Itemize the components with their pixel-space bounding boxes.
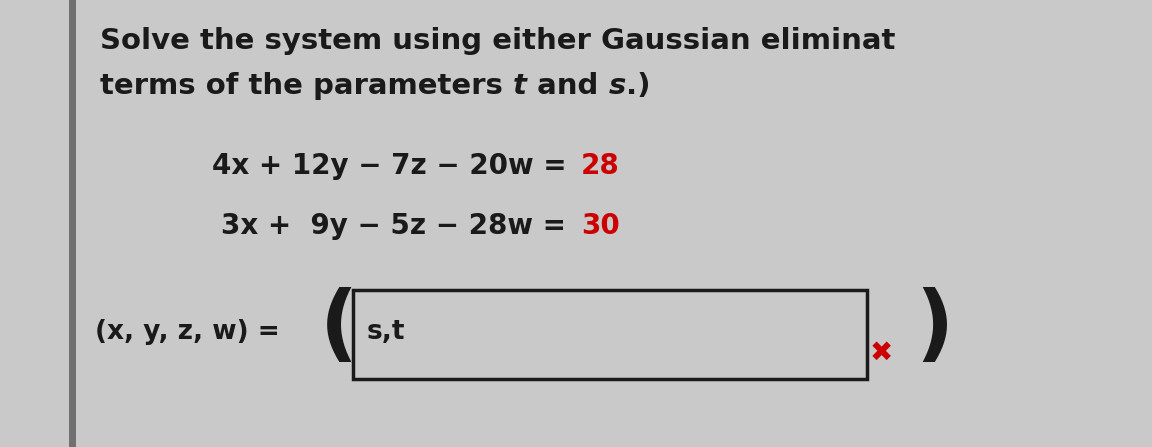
- Text: and: and: [526, 72, 608, 100]
- Text: s: s: [608, 72, 626, 100]
- Text: .): .): [626, 72, 650, 100]
- Text: ✖: ✖: [870, 339, 893, 367]
- Text: (x, y, z, w) =: (x, y, z, w) =: [94, 319, 280, 345]
- Text: 30: 30: [581, 212, 620, 240]
- Text: Solve the system using either Gaussian eliminat: Solve the system using either Gaussian e…: [100, 27, 895, 55]
- Text: 3x +  9y − 5z − 28w =: 3x + 9y − 5z − 28w =: [221, 212, 576, 240]
- Text: s,t: s,t: [367, 319, 406, 345]
- Text: (: (: [320, 287, 358, 367]
- Text: 28: 28: [581, 152, 620, 180]
- Text: t: t: [513, 72, 526, 100]
- Text: 4x + 12y − 7z − 20w =: 4x + 12y − 7z − 20w =: [212, 152, 576, 180]
- FancyBboxPatch shape: [353, 290, 867, 379]
- Text: ): ): [915, 287, 953, 367]
- Text: terms of the parameters: terms of the parameters: [100, 72, 513, 100]
